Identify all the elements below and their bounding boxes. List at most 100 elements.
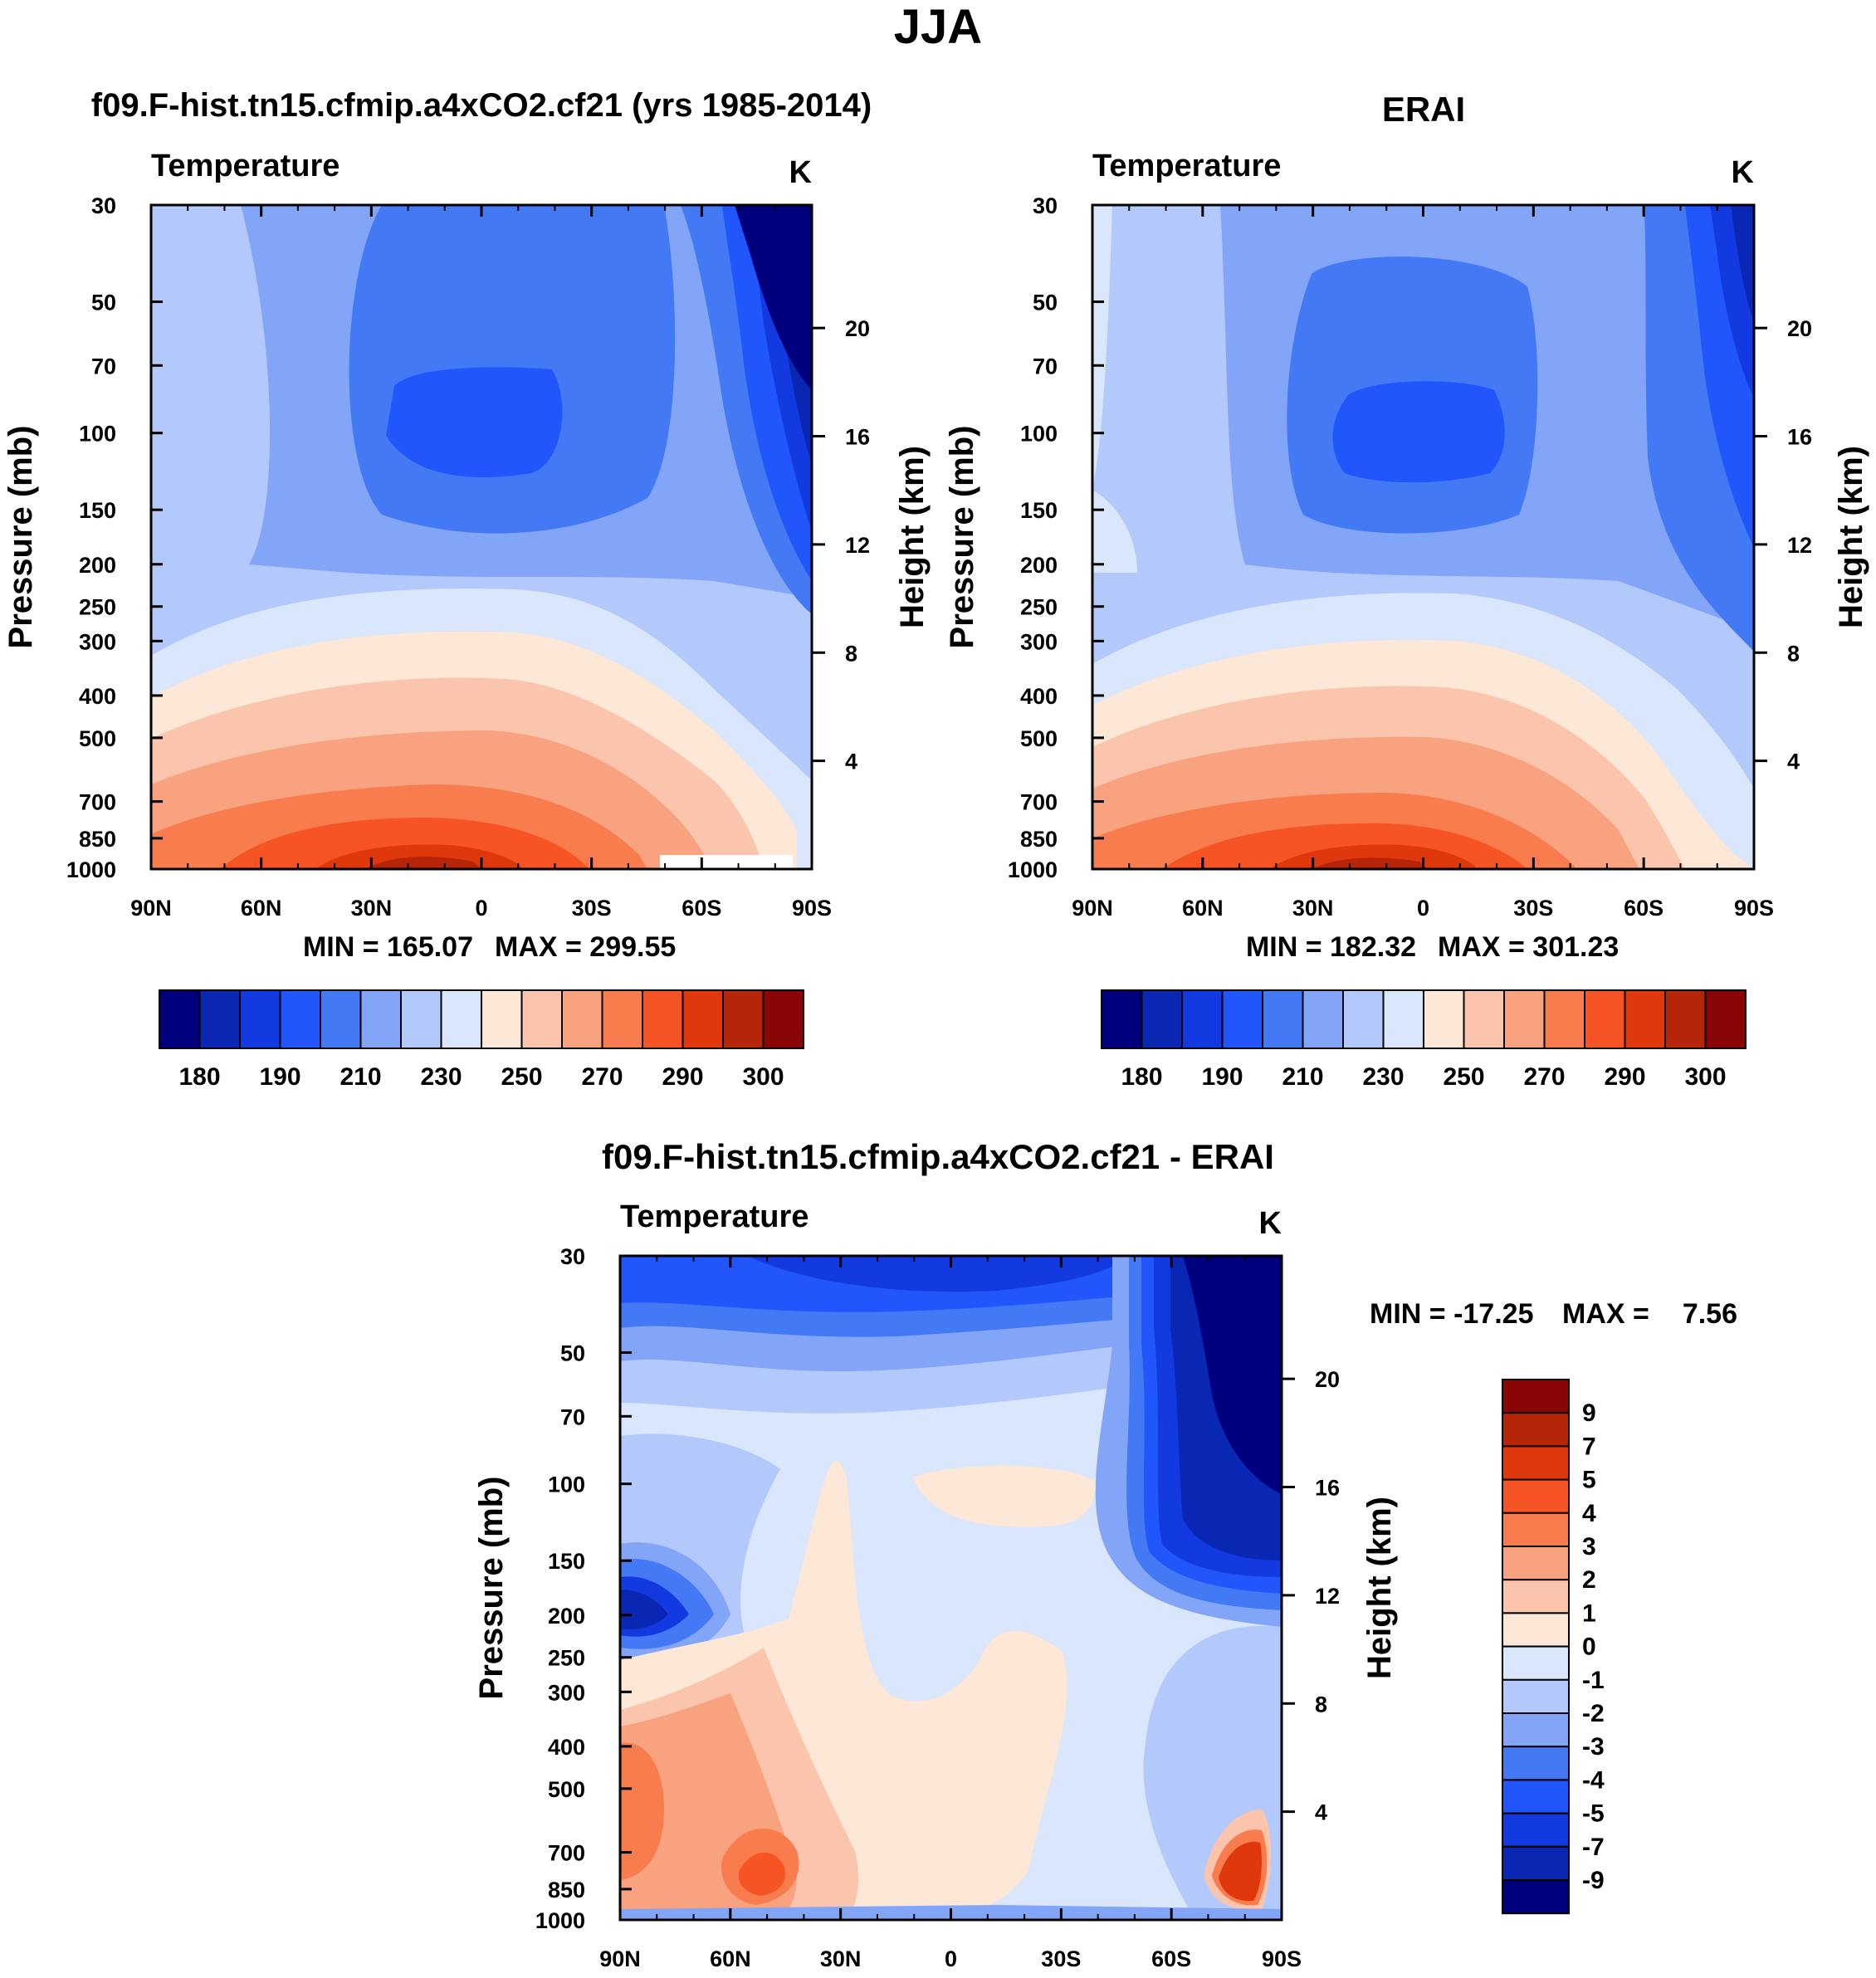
y-tick-label: 500 xyxy=(1020,726,1058,751)
y-ticks-model: 30 50 70 100 150 200 250 300 400 500 700 850 1000 xyxy=(66,193,163,882)
colorbar-box xyxy=(561,989,603,1049)
colorbar-box xyxy=(1503,989,1546,1049)
max-label-model: MAX = 299.55 xyxy=(495,931,676,963)
contour-band-m7-m9-jet xyxy=(620,1590,668,1629)
y2-ticks-model: 20 16 12 8 4 xyxy=(812,316,870,774)
y-tick-label: 30 xyxy=(560,1244,585,1269)
min-label-obs: MIN = 182.32 xyxy=(1246,931,1416,963)
y-tick-label: 250 xyxy=(79,595,116,620)
max-value-diff: 7.56 xyxy=(1683,1298,1737,1330)
x-tick-label: 30N xyxy=(820,1946,862,1971)
colorbar-box xyxy=(1543,989,1585,1049)
contour-band-above-300 xyxy=(1312,857,1428,869)
variable-label-obs: Temperature xyxy=(1092,149,1281,183)
colorbar-model: 180 190 210 230 250 270 290 300 xyxy=(159,989,804,1091)
y-tick-label: 1000 xyxy=(66,857,116,882)
min-label-diff: MIN = -17.25 xyxy=(1370,1298,1533,1330)
colorbar-label: 290 xyxy=(662,1063,703,1091)
y-tick-label: 400 xyxy=(79,684,116,709)
colorbar-box xyxy=(1502,1612,1570,1648)
colorbar-box xyxy=(1382,989,1424,1049)
y2-tick-label: 4 xyxy=(1787,750,1800,774)
y-tick-label: 250 xyxy=(1020,595,1058,620)
y-tick-label: 850 xyxy=(1020,827,1058,852)
colorbar-label: 210 xyxy=(340,1063,381,1091)
colorbar-box xyxy=(1463,989,1505,1049)
x-tick-label: 90N xyxy=(130,896,172,921)
min-label-model: MIN = 165.07 xyxy=(303,931,473,963)
colorbar-label: 230 xyxy=(1362,1063,1404,1091)
y-tick-label: 150 xyxy=(1020,498,1058,523)
colorbar-box xyxy=(1221,989,1263,1049)
x-tick-label: 30S xyxy=(572,896,612,921)
contour-band-above-300 xyxy=(365,856,481,869)
colorbar-box xyxy=(1502,1412,1570,1448)
colorbar-box xyxy=(1502,1812,1570,1848)
colorbar-label: 180 xyxy=(178,1063,220,1091)
colorbar-box xyxy=(1704,989,1747,1049)
y-tick-label: 1000 xyxy=(535,1908,585,1933)
colorbar-label: 0 xyxy=(1582,1634,1596,1661)
x-ticks-obs: 90N 60N 30N 0 30S 60S 90S xyxy=(1072,205,1774,921)
colorbar-label: 270 xyxy=(581,1063,623,1091)
colorbar-box xyxy=(239,989,281,1049)
colorbar-label: 4 xyxy=(1582,1500,1596,1527)
y2-axis-label-model: Height (km) xyxy=(894,446,931,628)
y-tick-label: 150 xyxy=(79,498,116,523)
y-tick-label: 100 xyxy=(548,1473,585,1497)
colorbar-box xyxy=(682,989,724,1049)
contour-field-obs xyxy=(1092,205,1754,869)
y2-tick-label: 12 xyxy=(845,533,870,558)
contour-band-200-210 xyxy=(1332,381,1505,483)
colorbar-label: 250 xyxy=(501,1063,542,1091)
x-tick-label: 0 xyxy=(1417,896,1429,921)
y-tick-label: 50 xyxy=(1033,291,1058,315)
colorbar-box xyxy=(1502,1379,1570,1414)
y-tick-label: 30 xyxy=(91,193,116,218)
x-tick-label: 30N xyxy=(1292,896,1334,921)
colorbar-box xyxy=(1502,1579,1570,1614)
colorbar-label: 270 xyxy=(1523,1063,1565,1091)
x-tick-label: 90N xyxy=(1072,896,1113,921)
x-tick-label: 60S xyxy=(1624,896,1663,921)
y-tick-label: 100 xyxy=(1020,422,1058,447)
colorbar-label: 5 xyxy=(1582,1467,1596,1494)
colorbar-box xyxy=(400,989,442,1049)
contour-field-diff xyxy=(620,1256,1282,1920)
colorbar-label: 230 xyxy=(420,1063,462,1091)
contour-band-200-210 xyxy=(386,367,563,478)
colorbar-box xyxy=(1664,989,1707,1049)
colorbar-label: -3 xyxy=(1582,1733,1605,1761)
units-label-diff: K xyxy=(1259,1206,1282,1241)
y2-ticks-diff: 20 16 12 8 4 xyxy=(1282,1367,1340,1825)
y2-tick-label: 20 xyxy=(1787,316,1812,341)
y-tick-label: 30 xyxy=(1033,193,1058,218)
colorbar-label: -9 xyxy=(1582,1867,1605,1894)
y-axis-label-diff: Pressure (mb) xyxy=(473,1477,510,1700)
colorbar-box xyxy=(1502,1478,1570,1514)
contour-band-5-7-south xyxy=(1219,1842,1262,1902)
colorbar-label: 250 xyxy=(1443,1063,1484,1091)
colorbar-box xyxy=(1502,1779,1570,1814)
y-tick-label: 100 xyxy=(79,422,116,447)
y2-axis-label-diff: Height (km) xyxy=(1361,1497,1398,1679)
colorbar-box xyxy=(440,989,482,1049)
colorbar-box xyxy=(1502,1746,1570,1781)
contour-band-below-m9 xyxy=(1183,1256,1282,1494)
colorbar-label: -4 xyxy=(1582,1766,1605,1794)
y2-tick-label: 20 xyxy=(845,316,870,341)
y2-tick-label: 20 xyxy=(1315,1367,1340,1392)
y2-axis-label-obs: Height (km) xyxy=(1833,446,1869,628)
x-tick-label: 0 xyxy=(945,1946,957,1971)
contour-field-model xyxy=(151,205,812,869)
y-axis-label-model: Pressure (mb) xyxy=(2,426,39,649)
colorbar-label: 300 xyxy=(1684,1063,1726,1091)
colorbar-box xyxy=(1624,989,1666,1049)
colorbar-box xyxy=(601,989,643,1049)
y-tick-label: 50 xyxy=(91,291,116,315)
colorbar-box xyxy=(1423,989,1465,1049)
x-ticks-diff: 90N 60N 30N 0 30S 60S 90S xyxy=(599,1256,1302,1971)
y-tick-label: 300 xyxy=(548,1680,585,1705)
x-tick-label: 30S xyxy=(1041,1946,1081,1971)
